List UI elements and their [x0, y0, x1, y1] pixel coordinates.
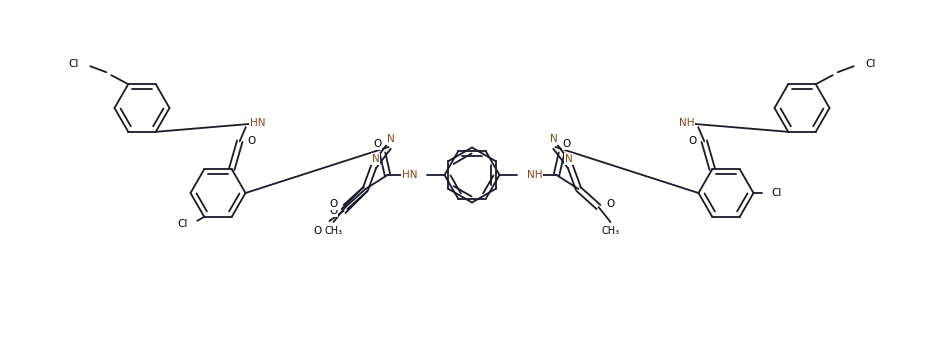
Text: Cl: Cl	[771, 188, 782, 198]
Text: CH₃: CH₃	[325, 226, 343, 236]
Text: Cl: Cl	[68, 59, 78, 69]
Text: Cl: Cl	[177, 219, 187, 229]
Text: O: O	[247, 136, 256, 146]
Text: N: N	[387, 134, 395, 144]
Text: O: O	[313, 226, 322, 236]
Text: Cl: Cl	[866, 59, 876, 69]
Text: O: O	[329, 206, 338, 216]
Text: O: O	[688, 136, 697, 146]
Text: HN: HN	[250, 118, 265, 128]
Text: O: O	[606, 199, 615, 209]
Text: N: N	[565, 154, 572, 164]
Text: NH: NH	[679, 118, 694, 128]
Text: NH: NH	[527, 170, 542, 180]
Text: CH₃: CH₃	[601, 226, 619, 236]
Text: HN: HN	[402, 170, 417, 180]
Text: O: O	[374, 139, 381, 149]
Text: N: N	[549, 134, 557, 144]
Text: O: O	[329, 199, 338, 209]
Text: N: N	[372, 154, 379, 164]
Text: O: O	[563, 139, 570, 149]
